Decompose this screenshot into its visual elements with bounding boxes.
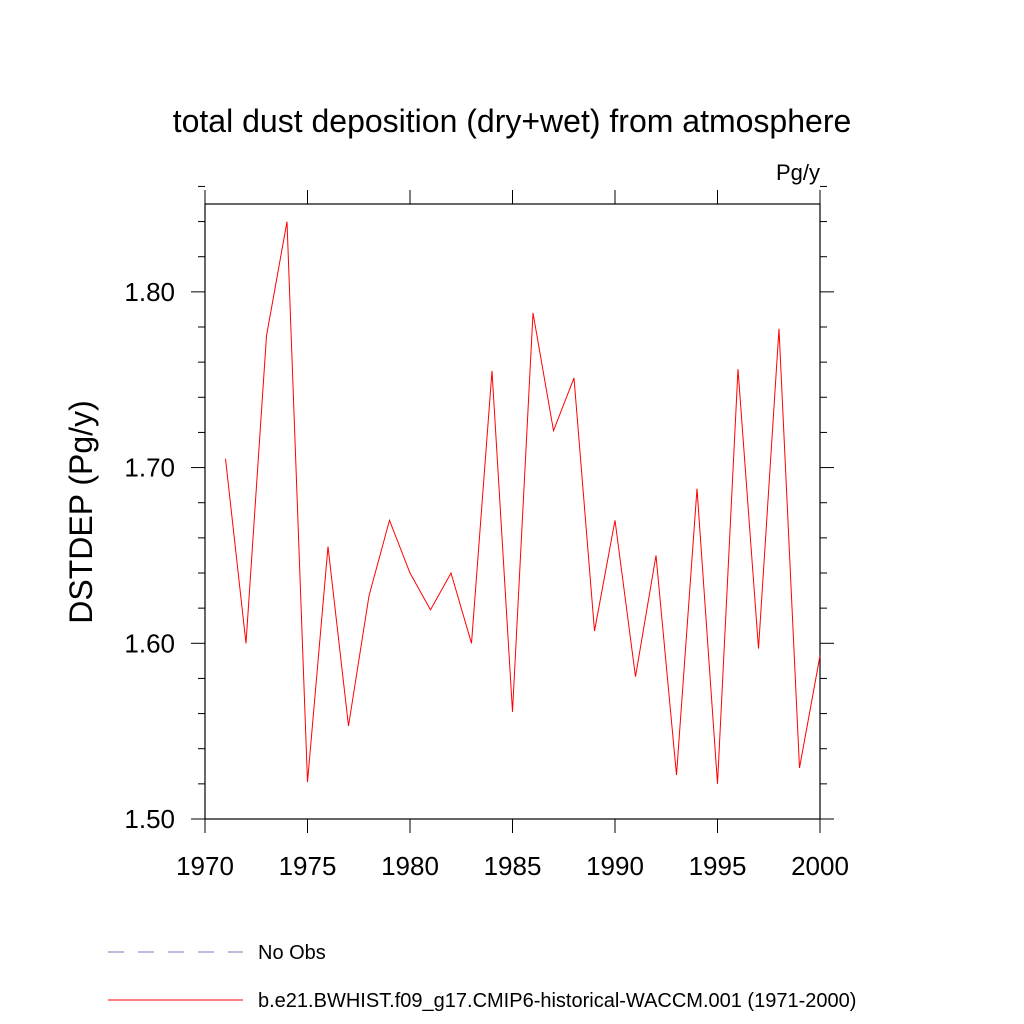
- legend-label: No Obs: [258, 942, 326, 964]
- y-axis-label: DSTDEP (Pg/y): [63, 400, 99, 623]
- x-tick-label: 1970: [176, 851, 234, 881]
- units-label: Pg/y: [776, 160, 820, 185]
- y-tick-label: 1.80: [124, 277, 175, 307]
- y-tick-label: 1.50: [124, 804, 175, 834]
- legend: No Obs b.e21.BWHIST.f09_g17.CMIP6-histori…: [108, 942, 856, 1012]
- y-tick-label: 1.70: [124, 453, 175, 483]
- x-tick-label: 1985: [484, 851, 542, 881]
- axis-ticks: [191, 185, 834, 833]
- x-tick-label: 1975: [279, 851, 337, 881]
- series-line: [225, 221, 821, 784]
- x-tick-label: 1995: [689, 851, 747, 881]
- x-tick-label: 2000: [791, 851, 849, 881]
- x-tick-labels: 1970 1975 1980 1985 1990 1995 2000: [176, 851, 849, 881]
- x-tick-label: 1990: [586, 851, 644, 881]
- chart-title: total dust deposition (dry+wet) from atm…: [173, 103, 852, 139]
- y-tick-labels: 1.50 1.60 1.70 1.80: [124, 277, 175, 834]
- series-group: [225, 221, 821, 784]
- x-tick-label: 1980: [381, 851, 439, 881]
- legend-label: b.e21.BWHIST.f09_g17.CMIP6-historical-WA…: [258, 990, 856, 1012]
- y-tick-label: 1.60: [124, 628, 175, 658]
